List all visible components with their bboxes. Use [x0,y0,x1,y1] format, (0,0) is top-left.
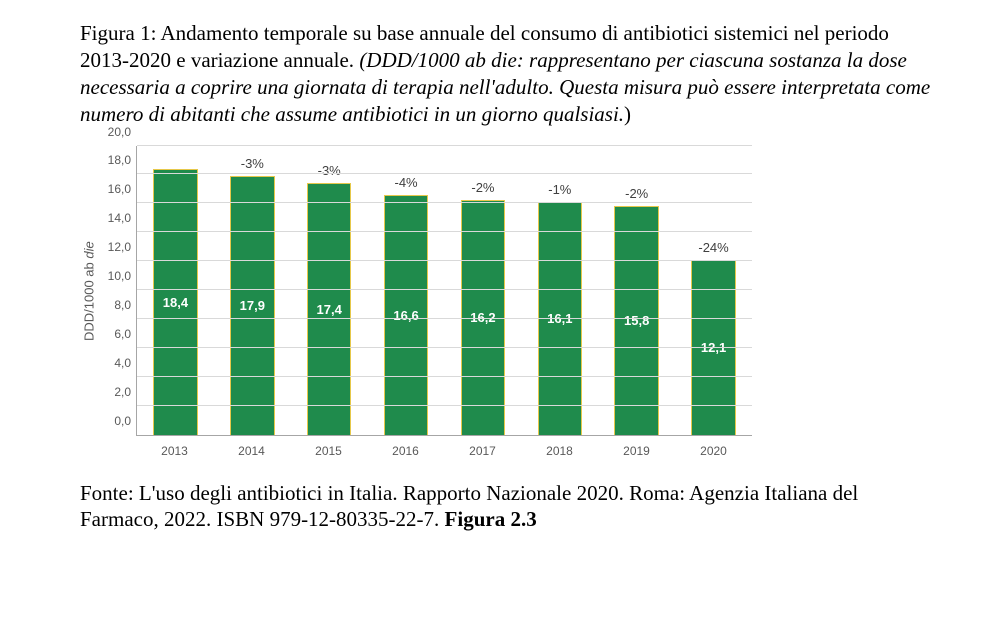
bar-slot: 16,2-2% [445,146,522,435]
y-axis-title-italic: die [82,241,97,258]
bar-value-label: 18,4 [163,295,188,310]
x-tick-label: 2015 [290,436,367,466]
y-tick-label: 16,0 [108,182,137,196]
delta-label: -24% [698,240,728,255]
bar-value-label: 17,4 [317,302,342,317]
y-tick-label: 20,0 [108,125,137,139]
y-tick-label: 18,0 [108,153,137,167]
bar-slot: 17,4 -3% [291,146,368,435]
bars-container: 18,417,9-3%17,4-3%16,6-4%16,2-2%16,1-1%1… [137,146,752,435]
x-tick-label: 2017 [444,436,521,466]
bar: 17,9-3% [230,176,275,435]
bar-slot: 12,1-24% [675,146,752,435]
bar-slot: 17,9 -3% [214,146,291,435]
y-axis-title: DDD/1000 ab die [78,146,100,436]
figure-page: Figura 1: Andamento temporale su base an… [0,0,1002,621]
y-tick-label: 12,0 [108,240,137,254]
delta-label: -3% [241,156,264,171]
gridline [137,231,752,232]
x-tick-label: 2020 [675,436,752,466]
gridline [137,289,752,290]
plot-area: 18,417,9-3%17,4-3%16,6-4%16,2-2%16,1-1%1… [136,146,752,436]
y-tick-label: 2,0 [114,385,137,399]
delta-label: -2% [625,186,648,201]
gridline [137,260,752,261]
delta-label: -4% [394,175,417,190]
gridline [137,202,752,203]
bar-slot: 16,6 -4% [368,146,445,435]
bar: 17,4-3% [307,183,352,434]
bar-value-label: 17,9 [240,298,265,313]
gridline [137,318,752,319]
bar-slot: 15,8 -2% [598,146,675,435]
source-citation: Fonte: L'uso degli antibiotici in Italia… [80,480,932,534]
x-axis-labels: 20132014201520162017201820192020 [136,436,752,466]
x-tick-label: 2016 [367,436,444,466]
gridline [137,173,752,174]
gridline [137,376,752,377]
bar: 15,8-2% [614,206,659,434]
x-tick-label: 2019 [598,436,675,466]
gridline [137,347,752,348]
y-axis-title-pre: DDD/1000 ab [82,258,97,340]
bar-value-label: 15,8 [624,313,649,328]
gridline [137,405,752,406]
x-tick-label: 2013 [136,436,213,466]
source-bold: Figura 2.3 [445,507,537,531]
bar-value-label: 16,6 [393,308,418,323]
x-tick-label: 2018 [521,436,598,466]
y-tick-label: 6,0 [114,327,137,341]
y-tick-label: 4,0 [114,356,137,370]
y-tick-label: 14,0 [108,211,137,225]
bar: 18,4 [153,169,198,435]
y-tick-label: 8,0 [114,298,137,312]
bar-chart: DDD/1000 ab die 18,417,9-3%17,4-3%16,6-4… [98,146,758,466]
figure-caption: Figura 1: Andamento temporale su base an… [80,20,932,128]
x-tick-label: 2014 [213,436,290,466]
y-tick-label: 10,0 [108,269,137,283]
bar-slot: 16,1-1% [521,146,598,435]
delta-label: -1% [548,182,571,197]
delta-label: -2% [471,180,494,195]
caption-tail: ) [624,102,631,126]
gridline [137,145,752,146]
bar-slot: 18,4 [137,146,214,435]
y-tick-label: 0,0 [114,414,137,428]
delta-label: -3% [318,163,341,178]
